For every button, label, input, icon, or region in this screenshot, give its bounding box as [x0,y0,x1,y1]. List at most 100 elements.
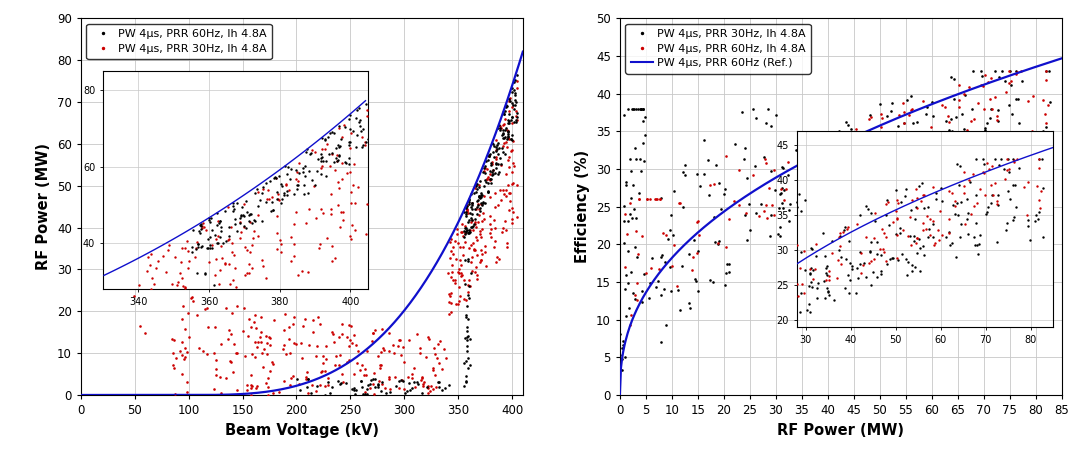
Point [1010,119,1027,126]
Point [903,171,921,178]
Point [658,321,675,328]
Point [425,366,442,373]
Point [677,161,694,168]
Point [495,142,512,149]
Point [818,198,835,205]
Point [735,155,752,163]
Point [500,206,517,213]
Point [672,199,689,207]
Point [895,157,912,164]
Point [457,372,474,379]
Point [854,164,871,172]
X-axis label: RF Power (MW): RF Power (MW) [777,423,904,438]
Point [903,106,921,113]
Point [495,121,512,128]
Point [340,343,357,350]
Point [651,195,668,202]
Point [498,102,515,109]
Point [342,336,359,343]
Point [816,140,833,148]
Point [873,173,890,181]
Point [495,190,512,197]
Point [319,381,336,388]
Point [662,211,679,218]
Point [393,376,411,383]
Point [990,106,1007,113]
Point [367,375,384,382]
Point [456,360,473,367]
Point [458,208,475,216]
Point [815,143,832,150]
Point [474,199,492,206]
Point [487,160,505,168]
Point [505,101,522,109]
Point [364,329,382,336]
Point [956,90,973,97]
Point [851,194,868,201]
Point [198,350,216,358]
Point [625,206,642,213]
Point [479,175,496,182]
Point [481,153,498,160]
Point [429,379,446,386]
Point [288,375,305,383]
Point [174,370,191,377]
Point [468,203,485,210]
Point [634,117,651,124]
Point [260,384,277,391]
Point [381,330,398,337]
Point [1010,95,1027,102]
Point [412,377,429,384]
Point [965,67,982,74]
Point [433,366,451,373]
Point [346,384,363,391]
Point [468,276,485,283]
Point [460,276,478,284]
Point [977,125,994,132]
Point [1024,128,1041,135]
Point [840,121,857,128]
Point [896,152,913,159]
Point [484,148,501,155]
Point [462,259,480,266]
Point [805,151,823,158]
Point [456,230,473,237]
Point [757,202,774,209]
Point [236,352,253,360]
Point [986,67,1004,74]
Point [500,127,517,134]
Point [860,177,877,184]
Point [390,378,407,385]
Point [846,175,863,182]
Point [465,189,482,196]
Point [377,389,395,396]
Point [164,350,181,357]
Point [486,237,503,245]
Point [460,229,478,237]
Point [818,211,835,218]
Point [508,99,525,106]
Point [379,373,397,380]
Point [627,215,645,222]
Point [509,109,526,117]
Point [1000,79,1018,87]
Point [925,112,942,119]
Point [766,187,784,194]
Point [917,110,935,118]
Point [390,384,407,391]
Point [370,384,387,391]
Point [261,333,278,340]
Point [486,203,503,210]
Point [847,125,865,132]
Point [617,354,634,361]
Point [472,256,489,263]
Point [467,205,484,212]
Point [633,105,650,112]
Point [328,352,345,360]
Point [473,201,490,208]
Point [924,98,941,105]
Point [412,349,429,356]
Point [481,193,498,201]
Point [437,385,454,392]
Point [364,375,382,383]
